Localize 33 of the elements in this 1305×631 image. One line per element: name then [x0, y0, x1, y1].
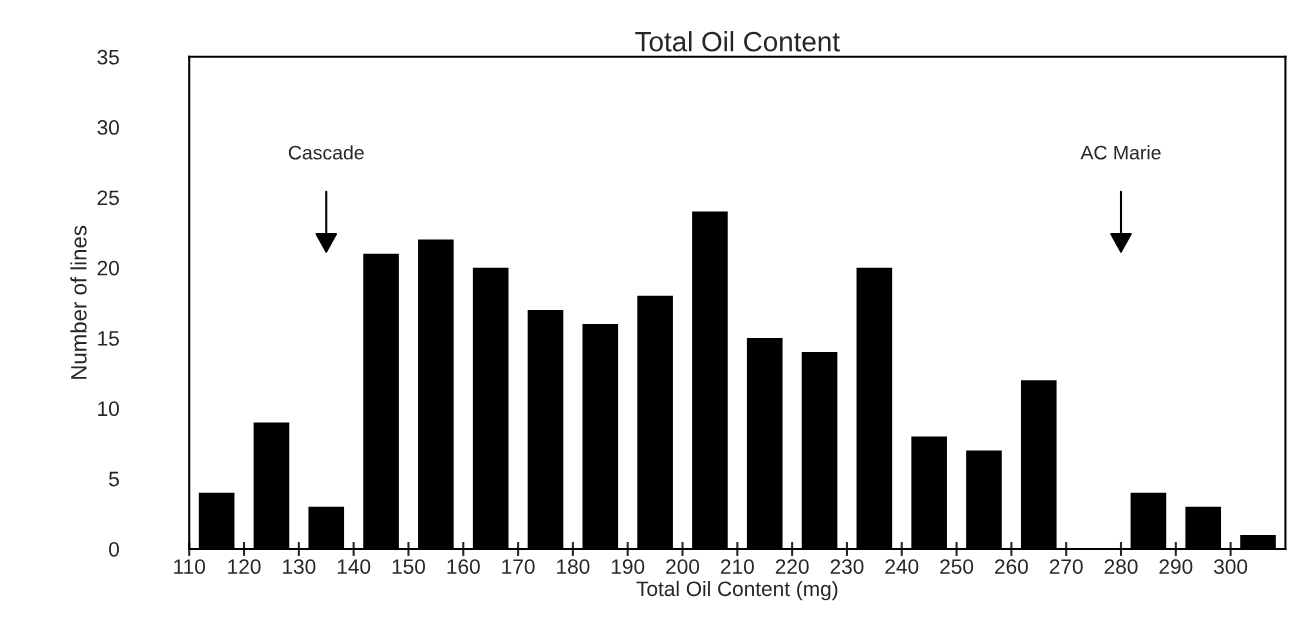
y-tick-label: 20: [97, 260, 119, 276]
x-tick-label: 170: [502, 559, 535, 574]
y-tick-label: 10: [98, 401, 119, 417]
x-tick-label: 110: [174, 559, 206, 574]
x-tick-label: 210: [721, 559, 754, 574]
chart-title: Total Oil Content: [635, 31, 840, 52]
x-tick-label: 260: [995, 559, 1028, 574]
y-tick-label: 30: [97, 120, 119, 135]
x-tick-label: 300: [1214, 559, 1248, 574]
x-tick-label: 220: [775, 559, 809, 574]
x-tick-label: 140: [337, 559, 371, 574]
x-tick-label: 180: [557, 559, 590, 574]
x-tick-label: 150: [392, 559, 426, 574]
x-tick-label: 290: [1159, 559, 1193, 574]
x-tick-label: 120: [228, 559, 261, 574]
y-tick-label: 0: [109, 541, 119, 557]
annotation: Cascade: [288, 145, 364, 160]
y-tick-label: 15: [98, 331, 119, 346]
y-axis-title: Number of lines: [70, 225, 87, 379]
annotation: AC Marie: [1080, 145, 1161, 160]
x-tick-label: 190: [611, 559, 645, 574]
y-tick-label: 35: [97, 49, 119, 65]
x-tick-label: 280: [1104, 559, 1138, 574]
x-tick-label: 160: [447, 559, 480, 574]
x-tick-label: 200: [666, 559, 700, 574]
y-tick-label: 5: [109, 471, 119, 487]
x-tick-label: 240: [885, 559, 919, 574]
y-tick-label: 25: [97, 190, 119, 206]
x-tick-label: 250: [940, 559, 974, 574]
x-tick-label: 230: [830, 559, 864, 574]
x-tick-label: 270: [1049, 559, 1083, 574]
x-axis-title: Total Oil Content (mg): [636, 580, 838, 601]
x-tick-label: 130: [283, 559, 316, 574]
